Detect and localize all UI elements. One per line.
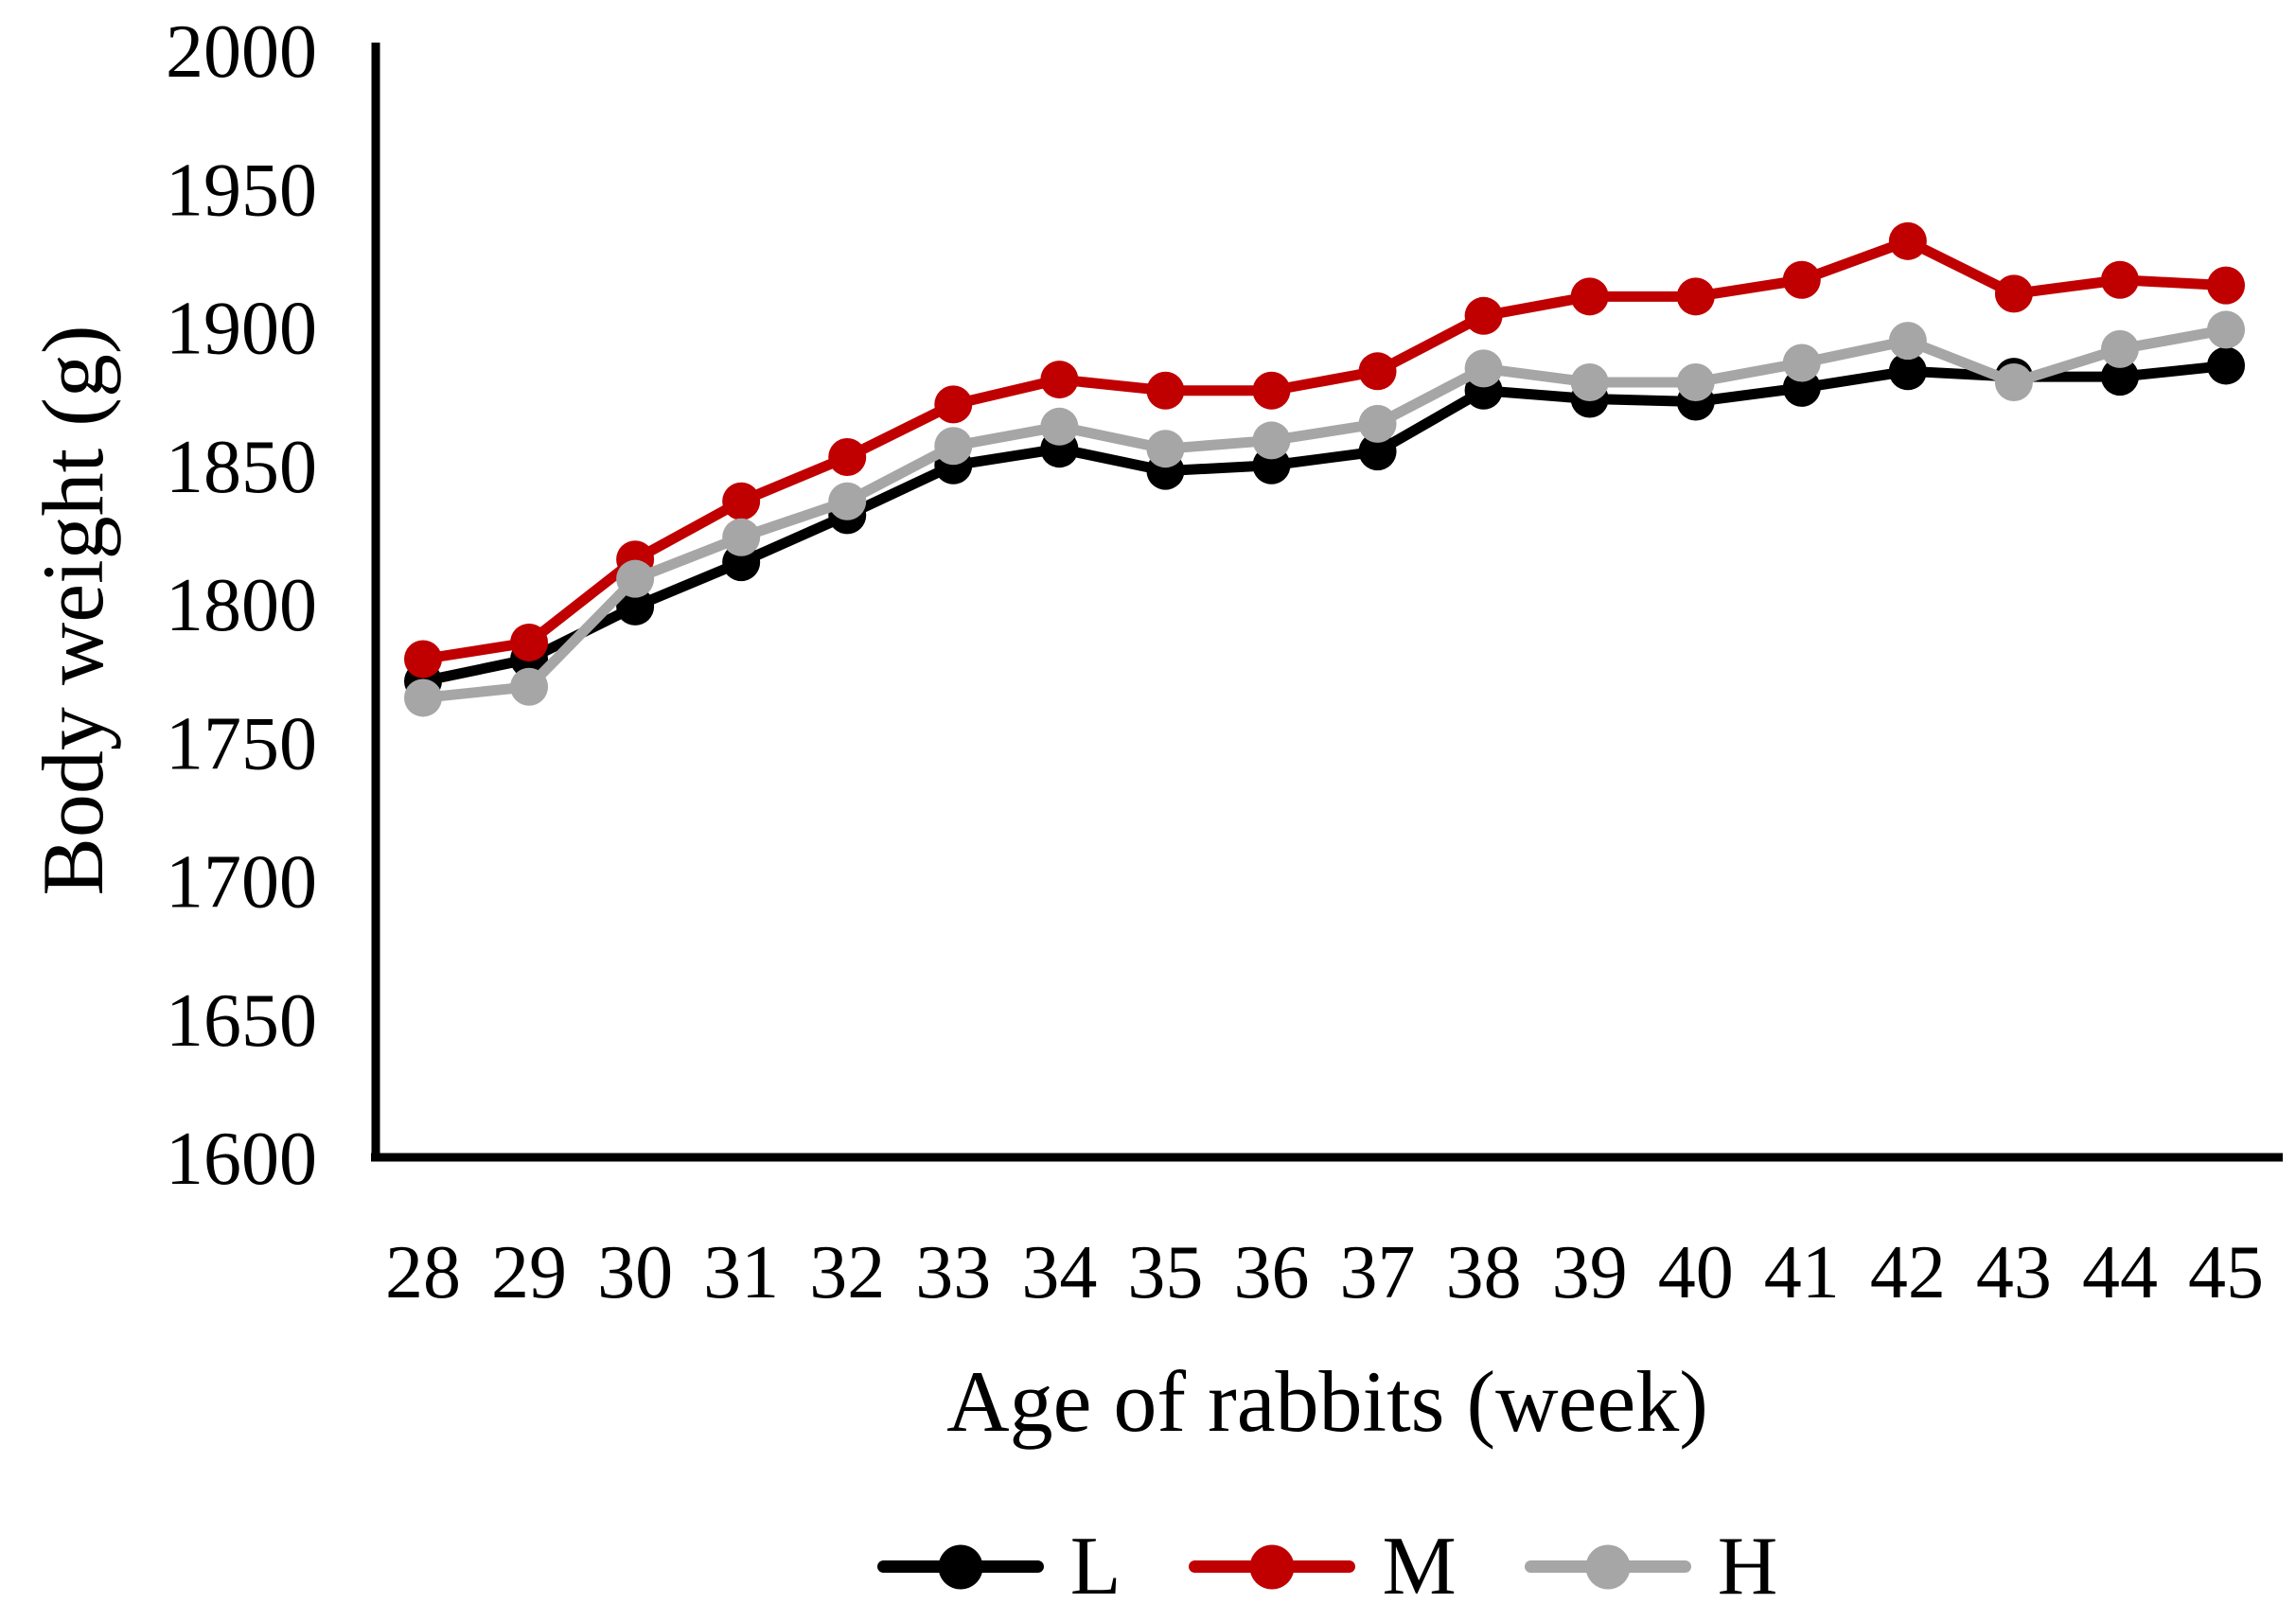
series-M-point-week-42: [1888, 221, 1927, 260]
legend-item-L: L: [876, 1520, 1122, 1612]
series-L-point-week-45: [2207, 346, 2246, 385]
x-tick-label: 37: [1340, 1231, 1416, 1314]
x-tick-label: 33: [915, 1231, 991, 1314]
x-tick-label: 40: [1658, 1231, 1734, 1314]
series-M-point-week-29: [510, 623, 549, 661]
x-tick-label: 39: [1552, 1231, 1628, 1314]
series-M-point-week-31: [722, 482, 761, 520]
series-M-point-week-32: [828, 437, 867, 476]
legend-item-M: M: [1189, 1520, 1457, 1612]
series-M-point-week-36: [1252, 371, 1291, 410]
series-M-point-week-44: [2100, 260, 2139, 299]
y-tick-label: 1800: [166, 564, 317, 647]
series-H-point-week-34: [1040, 407, 1079, 446]
series-H-line: [417, 324, 2232, 703]
series-H-point-week-41: [1782, 344, 1821, 382]
x-tick-label: 44: [2082, 1231, 2158, 1314]
series-H-point-week-40: [1676, 363, 1715, 401]
series-H-point-week-30: [616, 559, 655, 598]
series-L-point-week-44: [2100, 358, 2139, 396]
series-M-point-week-35: [1146, 371, 1185, 410]
y-tick-label: 1600: [166, 1118, 317, 1201]
x-tick-label: 35: [1127, 1231, 1203, 1314]
series-H-point-week-36: [1252, 421, 1291, 460]
series-H-point-week-45: [2207, 310, 2246, 349]
x-tick-label: 42: [1870, 1231, 1946, 1314]
y-tick-label: 1900: [166, 288, 317, 371]
legend-item-H: H: [1524, 1520, 1778, 1612]
series-H-point-week-42: [1888, 322, 1927, 361]
series-M-point-week-41: [1782, 260, 1821, 299]
series-H-point-week-29: [510, 667, 549, 706]
series-H-point-week-35: [1146, 430, 1185, 468]
series-M-point-week-40: [1676, 277, 1715, 316]
series-M-point-week-33: [934, 385, 973, 424]
y-tick-label: 2000: [166, 10, 317, 94]
x-tick-label: 29: [491, 1231, 567, 1314]
series-M-point-week-43: [1994, 274, 2033, 313]
legend-label-M: M: [1382, 1520, 1457, 1612]
x-tick-label: 38: [1446, 1231, 1522, 1314]
legend-dot-icon-H: [1585, 1544, 1631, 1589]
series-M-point-week-45: [2207, 266, 2246, 305]
legend-line-dot-marker-L: [876, 1544, 1044, 1589]
x-tick-label: 36: [1233, 1231, 1309, 1314]
series-H-point-week-28: [404, 678, 442, 717]
series-M-line: [417, 235, 2232, 664]
series-L-point-week-30: [616, 587, 655, 625]
series-M-point-week-34: [1040, 361, 1079, 399]
x-tick-label: 41: [1764, 1231, 1840, 1314]
series-M-point-week-38: [1464, 296, 1503, 335]
legend-line-dot-marker-M: [1189, 1544, 1356, 1589]
series-H-point-week-31: [722, 518, 761, 556]
series-L-point-week-42: [1888, 352, 1927, 391]
series-H-point-week-37: [1358, 404, 1397, 443]
series-H-point-week-33: [934, 427, 973, 466]
y-tick-label: 1950: [166, 149, 317, 232]
x-tick-label: 43: [1976, 1231, 2052, 1314]
x-tick-label: 45: [2188, 1231, 2264, 1314]
series-H-point-week-32: [828, 482, 867, 520]
series-L-point-week-37: [1358, 432, 1397, 471]
series-M-point-week-28: [404, 640, 442, 678]
x-tick-label: 31: [703, 1231, 779, 1314]
series-H-point-week-39: [1570, 363, 1609, 401]
y-tick-label: 1700: [166, 841, 317, 925]
y-tick-label: 1850: [166, 426, 317, 509]
x-tick-label: 30: [597, 1231, 673, 1314]
legend-dot-icon-M: [1249, 1544, 1295, 1589]
x-tick-label: 28: [385, 1231, 461, 1314]
legend-line-dot-marker-H: [1524, 1544, 1691, 1589]
series-M-point-week-39: [1570, 277, 1609, 316]
series-H-point-week-43: [1994, 363, 2033, 401]
legend-dot-icon-L: [938, 1544, 983, 1589]
legend-label-H: H: [1717, 1520, 1778, 1612]
series-H-point-week-38: [1464, 349, 1503, 388]
x-tick-label: 34: [1021, 1231, 1097, 1314]
y-tick-label: 1650: [166, 979, 317, 1063]
y-tick-label: 1750: [166, 702, 317, 785]
series-M-point-week-37: [1358, 352, 1397, 391]
x-axis-title: Age of rabbits (week): [946, 1353, 1708, 1450]
x-tick-label: 32: [809, 1231, 885, 1314]
legend-label-L: L: [1069, 1520, 1122, 1612]
series-H-point-week-44: [2100, 329, 2139, 368]
